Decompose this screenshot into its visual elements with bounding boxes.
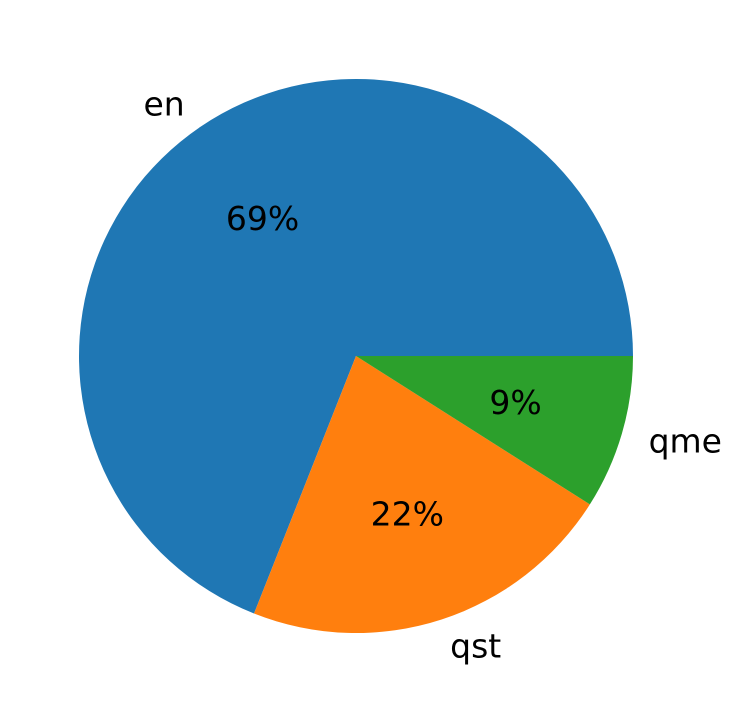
slice-label-qme: qme: [649, 422, 722, 461]
slice-label-en: en: [144, 84, 185, 123]
pie-slice-qst: [254, 356, 590, 634]
percent-label-qst: 22%: [371, 495, 444, 534]
pie-slices: [78, 79, 634, 634]
percent-label-en: 69%: [226, 199, 299, 238]
pie-slice-en: [78, 79, 634, 614]
percent-label-qme: 9%: [489, 383, 541, 422]
pie-labels: en 69% qst 22% qme 9%: [144, 84, 722, 665]
slice-label-qst: qst: [450, 626, 501, 665]
pie-slice-qme: [356, 356, 633, 505]
